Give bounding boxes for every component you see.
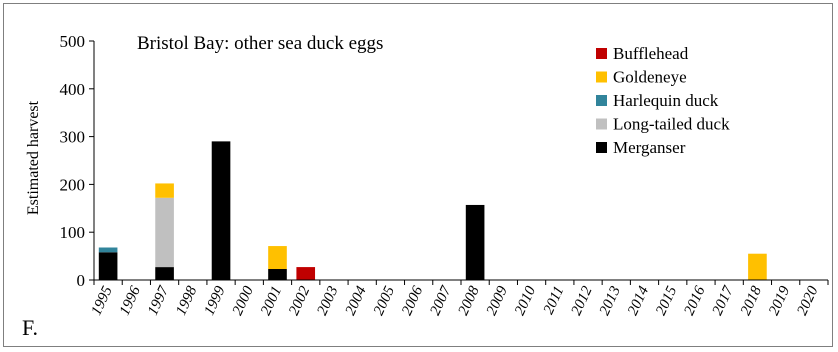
bar-merganser-1997 <box>155 267 174 280</box>
x-tick-label-2002: 2002 <box>286 283 313 317</box>
x-tick-label-2004: 2004 <box>343 283 370 317</box>
x-tick-label-2018: 2018 <box>738 283 765 317</box>
y-tick-label-400: 400 <box>60 80 86 99</box>
x-tick-label-1995: 1995 <box>89 283 116 317</box>
x-tick-label-2005: 2005 <box>371 283 398 317</box>
x-tick-label-2011: 2011 <box>541 284 568 317</box>
x-tick-label-2017: 2017 <box>710 283 738 318</box>
y-tick-label-200: 200 <box>60 175 86 194</box>
x-tick-label-2009: 2009 <box>484 283 511 317</box>
bar-merganser-1995 <box>98 252 118 280</box>
x-tick-label-2014: 2014 <box>625 283 652 317</box>
bar-long-tailed-duck-1997 <box>155 197 174 268</box>
panel-label: F. <box>22 315 38 340</box>
legend: Bufflehead Goldeneye Harlequin duck Long-ta… <box>596 44 730 157</box>
bar-goldeneye-2018 <box>748 253 767 280</box>
bar-merganser-2001 <box>268 269 287 280</box>
x-tick-label-2016: 2016 <box>681 283 708 317</box>
legend-swatch-long-tailed-duck <box>596 118 607 130</box>
chart-frame <box>3 3 833 347</box>
bar-bufflehead-2002 <box>296 267 316 280</box>
bar-goldeneye-1997 <box>155 183 174 198</box>
x-tick-label-1996: 1996 <box>117 283 144 317</box>
x-tick-label-2008: 2008 <box>456 283 483 317</box>
x-tick-label-1998: 1998 <box>173 283 200 317</box>
bar-merganser-2008 <box>465 204 485 280</box>
legend-swatch-merganser <box>596 142 607 153</box>
y-tick-label-0: 0 <box>77 271 86 290</box>
x-tick-label-2006: 2006 <box>399 283 426 317</box>
bar-goldeneye-2001 <box>268 246 287 269</box>
x-tick-label-2015: 2015 <box>653 283 680 317</box>
legend-label-long-tailed-duck: Long-tailed duck <box>613 115 730 134</box>
x-tick-label-1997: 1997 <box>145 283 173 318</box>
legend-swatch-harlequin-duck <box>596 95 607 106</box>
x-tick-label-2007: 2007 <box>427 283 455 318</box>
legend-label-bufflehead: Bufflehead <box>613 44 689 63</box>
y-tick-label-300: 300 <box>60 128 86 147</box>
bars-group <box>98 141 767 280</box>
y-tick-label-500: 500 <box>60 32 86 51</box>
x-tick-label-2001: 2001 <box>258 284 285 318</box>
x-tick-label-2019: 2019 <box>766 283 793 317</box>
x-tick-label-2000: 2000 <box>230 283 257 317</box>
bar-merganser-1999 <box>211 141 231 280</box>
y-tick-label-100: 100 <box>60 223 86 242</box>
axes-group: 0 100 200 300 400 500 1995 1996 1997 1998 1999 2000… <box>60 32 829 318</box>
legend-label-harlequin-duck: Harlequin duck <box>613 91 719 110</box>
legend-label-goldeneye: Goldeneye <box>613 68 687 87</box>
legend-label-merganser: Merganser <box>613 138 686 157</box>
x-tick-label-2003: 2003 <box>314 284 341 318</box>
x-tick-label-2012: 2012 <box>568 283 595 317</box>
chart-title: Bristol Bay: other sea duck eggs <box>137 33 383 54</box>
x-tick-label-2013: 2013 <box>597 284 624 318</box>
bar-harlequin-duck-1995 <box>98 247 118 253</box>
legend-swatch-goldeneye <box>596 71 607 83</box>
y-axis-label: Estimated harvest <box>25 100 42 215</box>
x-tick-label-2020: 2020 <box>794 283 821 317</box>
x-tick-label-1999: 1999 <box>201 283 228 317</box>
x-tick-label-2010: 2010 <box>512 283 539 317</box>
legend-swatch-bufflehead <box>596 48 607 59</box>
